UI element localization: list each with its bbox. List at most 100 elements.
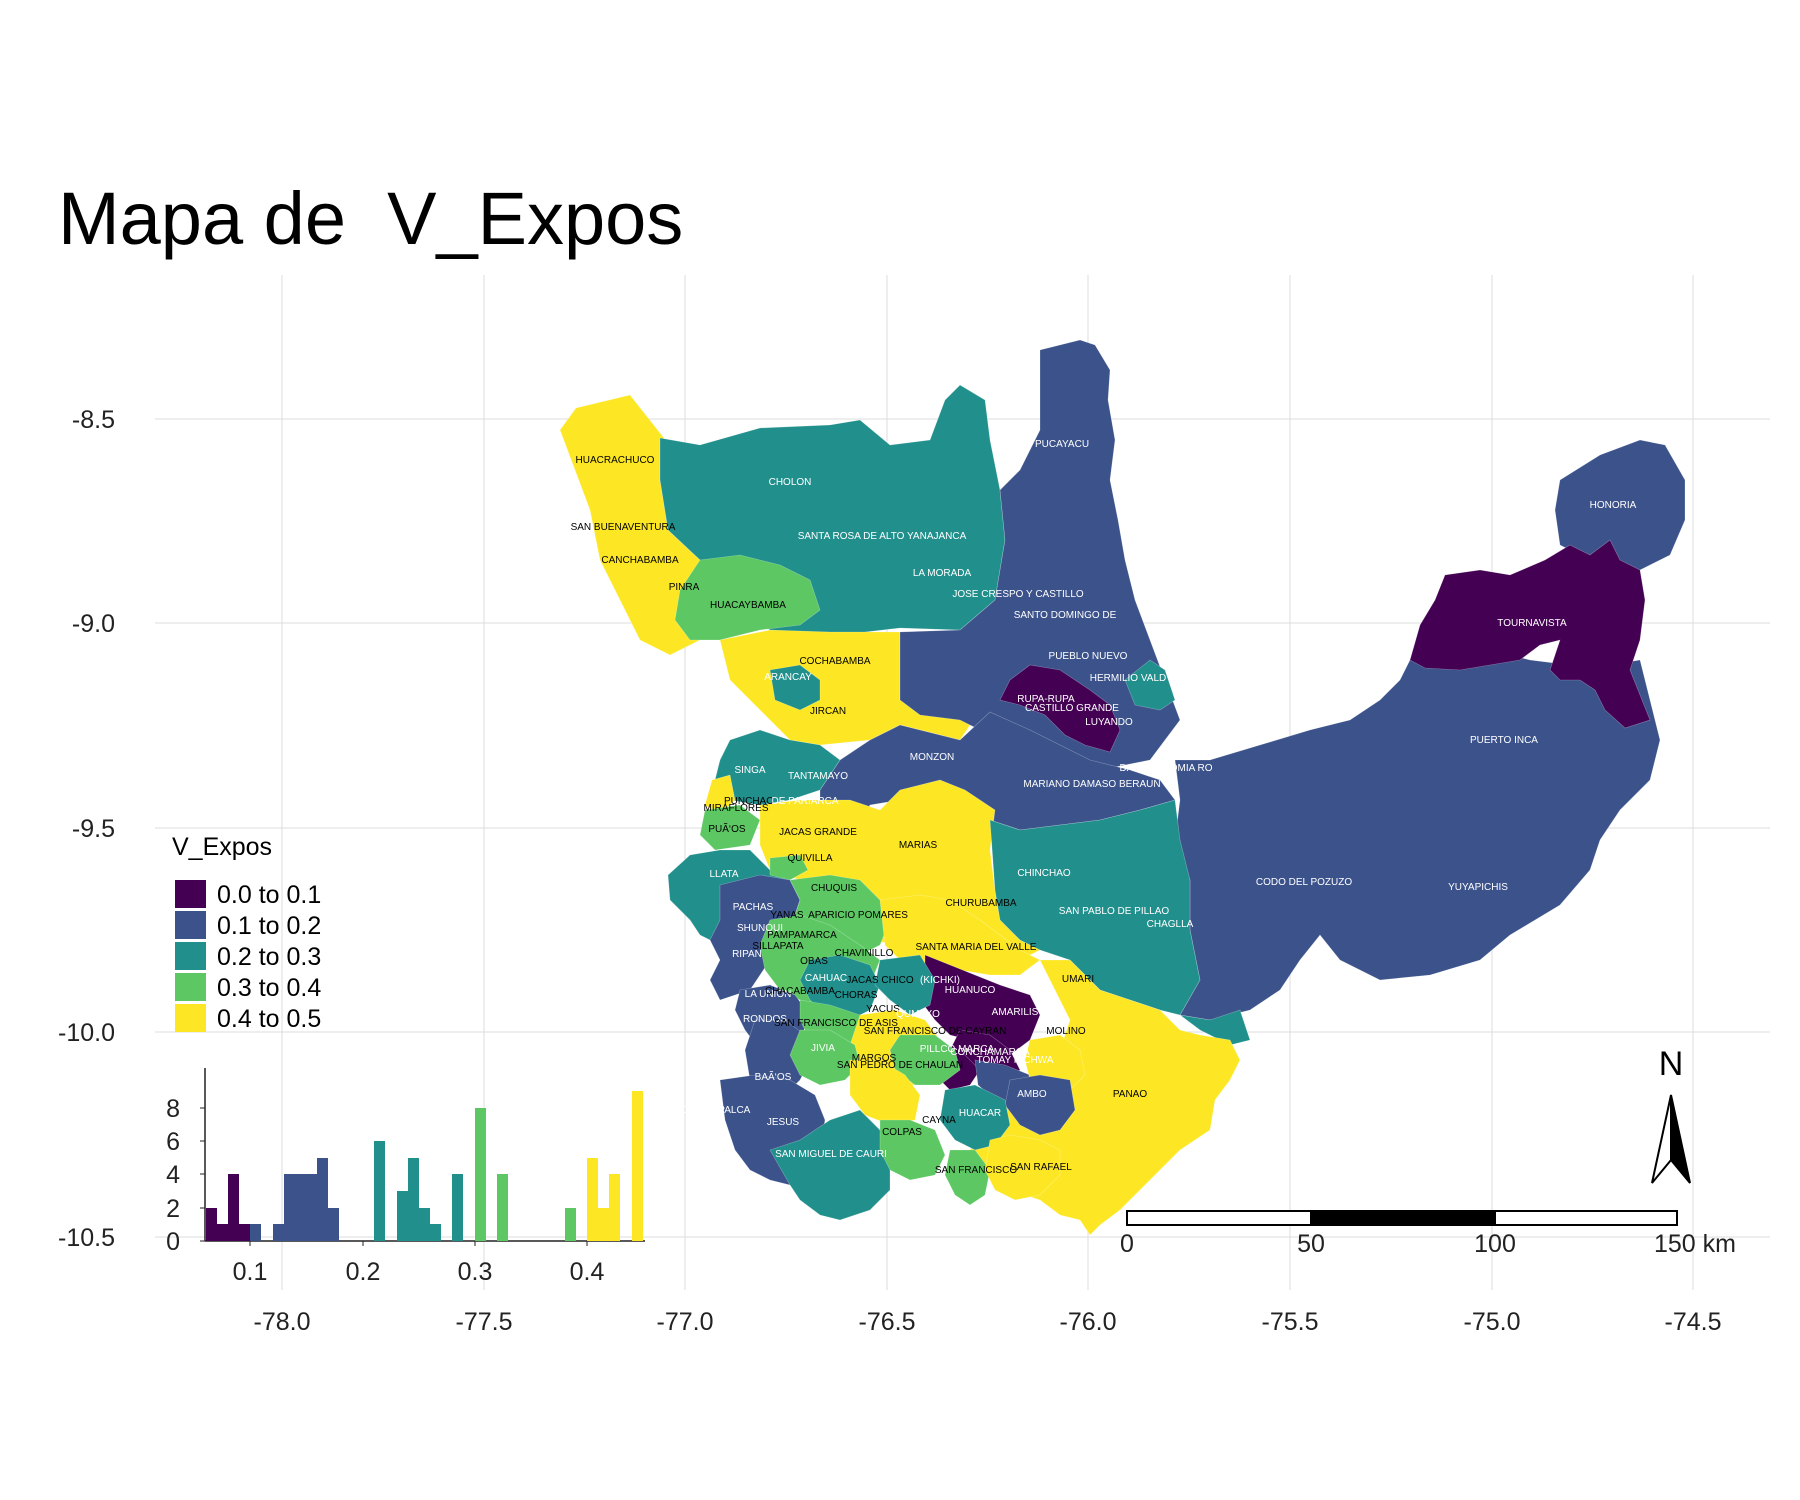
x-tick-label: -75.0 xyxy=(1464,1308,1521,1336)
district-label: PACHAS xyxy=(733,902,774,913)
region-singa xyxy=(714,729,841,806)
histogram-bar xyxy=(475,1108,486,1241)
district-label: OBAS xyxy=(800,956,828,967)
district-label: SAN PABLO DE PILLAO xyxy=(1059,906,1170,917)
district-label: BAÃ‘OS xyxy=(755,1070,792,1083)
north-arrow-right xyxy=(1670,1094,1691,1184)
histogram-x-tick-label: 0.3 xyxy=(458,1258,493,1286)
x-tick-label: -77.5 xyxy=(456,1308,513,1336)
district-label: DE PARIARCA xyxy=(771,796,838,807)
district-label: QUEROPALCA xyxy=(682,1105,751,1116)
district-label: QUIVILLA xyxy=(787,853,832,864)
north-arrow-left xyxy=(1651,1094,1672,1184)
region-san-francisco-de-asis xyxy=(789,1029,861,1086)
histogram-y-ticks: 0 2 4 6 8 xyxy=(166,1095,205,1256)
district-label: HERMILIO VALD xyxy=(1090,673,1167,684)
region-hermilio-valdizan xyxy=(1124,659,1176,711)
legend-swatch-4 xyxy=(175,1004,206,1032)
district-label: CANCHABAMBA xyxy=(601,555,679,566)
region-huacaybamba xyxy=(674,554,821,641)
histogram-y-tick-label: 8 xyxy=(166,1095,180,1123)
histogram-bar xyxy=(295,1174,306,1241)
region-chinchao xyxy=(989,799,1251,1046)
district-label: CHINCHAO xyxy=(1017,868,1071,879)
histogram-bar xyxy=(397,1191,408,1241)
region-cauri xyxy=(769,1109,891,1221)
district-label: SAN FRANCISCO DE ASIS xyxy=(774,1018,898,1029)
scale-bar-seg-0 xyxy=(1126,1210,1312,1226)
scale-bar-label: 150 km xyxy=(1654,1230,1736,1258)
district-label: MIRAFLORES xyxy=(703,803,768,814)
legend-swatch-3 xyxy=(175,973,206,1001)
y-tick-label: -9.0 xyxy=(72,610,115,638)
north-arrow: N xyxy=(1651,1045,1691,1184)
district-label: SAN BUENAVENTURA xyxy=(571,522,676,533)
district-label: RIPAN xyxy=(732,949,762,960)
histogram-bar xyxy=(328,1208,339,1241)
district-polygons xyxy=(559,339,1686,1236)
region-cayran xyxy=(889,1034,961,1086)
legend-label: 0.1 to 0.2 xyxy=(217,912,321,940)
histogram-bar xyxy=(430,1224,441,1241)
histogram-bar xyxy=(206,1208,217,1241)
scale-bar-label: 50 xyxy=(1297,1230,1325,1258)
legend-label: 0.3 to 0.4 xyxy=(217,974,321,1002)
district-label: JESUS xyxy=(767,1117,800,1128)
histogram-y-tick-label: 6 xyxy=(166,1128,180,1156)
district-label: CAYNA xyxy=(922,1115,956,1126)
region-cayna xyxy=(879,1119,946,1181)
district-label: CASTILLO GRANDE xyxy=(1025,703,1119,714)
district-label: HUACRACHUCO xyxy=(576,455,655,466)
region-chaulan xyxy=(849,1059,921,1126)
region-punos xyxy=(699,804,761,851)
district-label: JIVIA xyxy=(811,1043,835,1054)
north-arrow-label: N xyxy=(1659,1045,1684,1083)
district-label: AMBO xyxy=(1017,1089,1047,1100)
histogram-bar xyxy=(408,1158,419,1241)
district-label: YACUS xyxy=(866,1004,900,1015)
district-label: PUCAYACU xyxy=(1035,439,1089,450)
histogram-bar xyxy=(217,1224,228,1241)
district-label: MARIANO DAMASO BERAUN xyxy=(1023,779,1160,790)
district-label: CONCHAMARCA xyxy=(950,1047,1030,1058)
region-ambo xyxy=(1004,1074,1076,1136)
district-label: HONORIA xyxy=(1590,500,1637,511)
histogram-bars xyxy=(206,1091,643,1241)
map-title: Mapa de V_Expos xyxy=(58,177,684,260)
district-label: SAN PEDRO DE CHAULAN xyxy=(837,1060,963,1071)
region-pucayacu xyxy=(899,339,1181,771)
district-label: CODO DEL POZUZO xyxy=(1256,877,1353,888)
histogram-x-tick-label: 0.4 xyxy=(570,1258,605,1286)
histogram-y-tick-label: 2 xyxy=(166,1195,180,1223)
histogram-x-ticks: 0.1 0.2 0.3 0.4 xyxy=(233,1241,605,1286)
district-label: COCHABAMBA xyxy=(799,656,870,667)
histogram-bar xyxy=(609,1174,620,1241)
x-tick-label: -78.0 xyxy=(254,1308,311,1336)
district-label: PUÃ‘OS xyxy=(708,822,746,835)
legend-label: 0.0 to 0.1 xyxy=(217,881,321,909)
legend-label: 0.4 to 0.5 xyxy=(217,1005,321,1033)
district-label: PINRA xyxy=(669,582,700,593)
legend-swatch-2 xyxy=(175,942,206,970)
district-label: MARIAS xyxy=(899,840,938,851)
district-label: RONDOS xyxy=(743,1014,787,1025)
district-label: APARICIO POMARES xyxy=(808,910,908,921)
district-label: SAN RAFAEL xyxy=(1010,1162,1072,1173)
y-tick-label: -8.5 xyxy=(72,406,115,434)
district-label: CHORAS xyxy=(835,990,878,1001)
district-label: CHUQUIS xyxy=(811,883,857,894)
district-label: COLPAS xyxy=(882,1127,922,1138)
x-tick-label: -77.0 xyxy=(657,1308,714,1336)
y-tick-label: -9.5 xyxy=(72,815,115,843)
district-label: JACAS GRANDE xyxy=(779,827,857,838)
region-quivilla xyxy=(769,854,809,881)
histogram-x-tick-label: 0.2 xyxy=(346,1258,381,1286)
district-label: HUACAR xyxy=(959,1108,1001,1119)
histogram-bar xyxy=(452,1174,463,1241)
district-label: MONZON xyxy=(910,752,954,763)
district-labels: HUACRACHUCO CHOLON SAN BUENAVENTURA SANTA R… xyxy=(571,439,1637,1176)
district-label: CHAVINILLO xyxy=(835,948,894,959)
histogram-bar xyxy=(587,1158,598,1241)
y-axis: -8.5 -9.0 -9.5 -10.0 -10.5 xyxy=(58,406,115,1252)
